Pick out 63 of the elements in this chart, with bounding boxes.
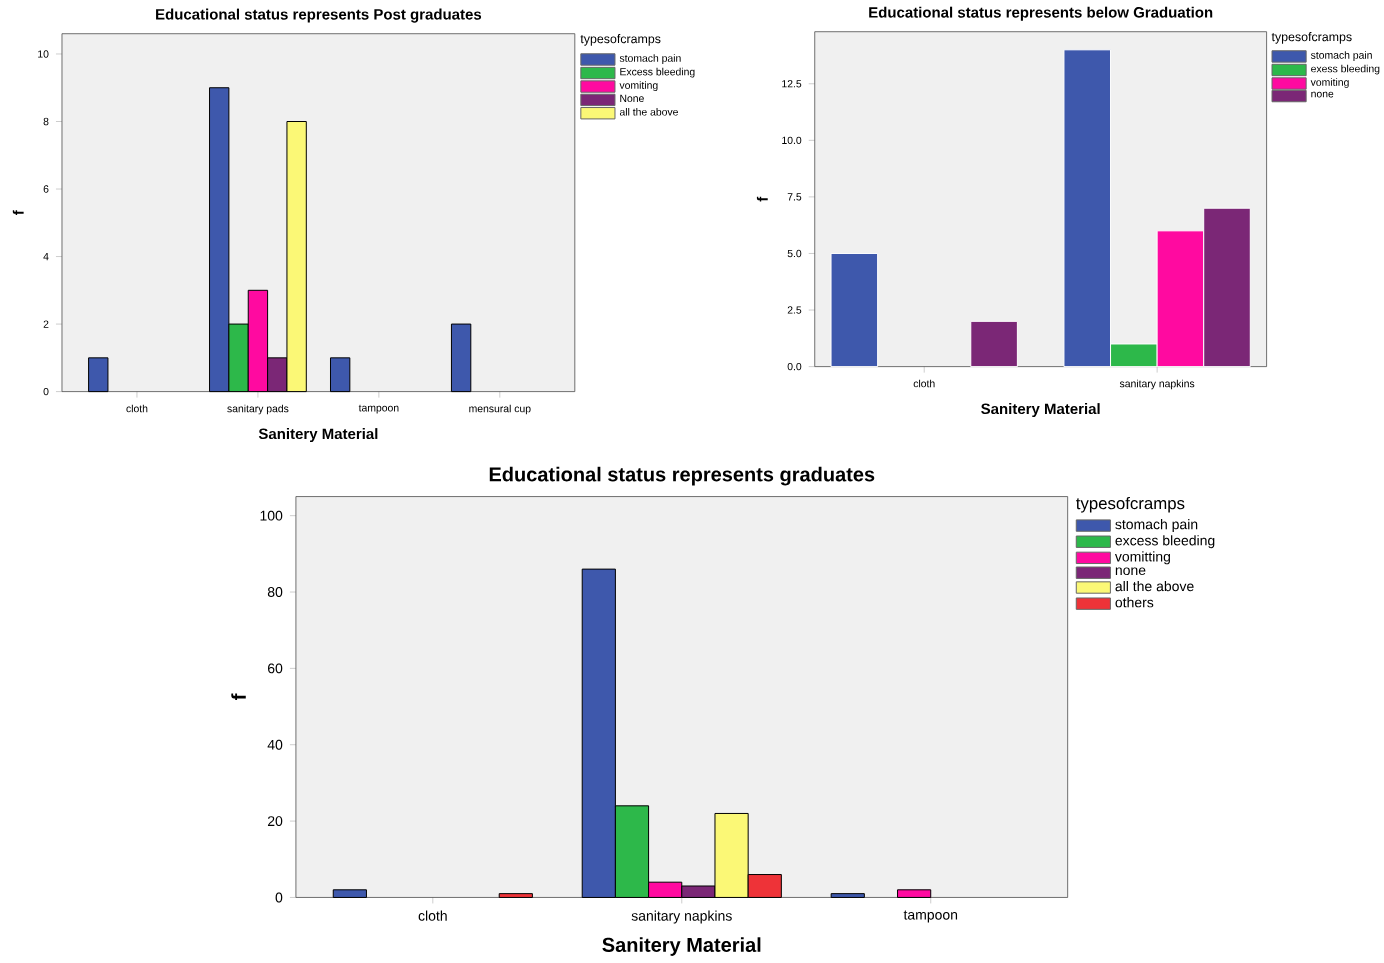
y-tick-label: 0 [43, 388, 49, 396]
y-tick-label: 10 [38, 50, 49, 58]
chart-title: Educational status represents below Graduation [869, 6, 1213, 21]
bar [897, 889, 932, 899]
y-tick-label: 0.0 [787, 363, 802, 371]
legend-title: typesofcramps [1271, 32, 1352, 44]
y-tick-label: 40 [267, 740, 283, 750]
legend-label: stomach pain [1115, 519, 1198, 533]
bar [332, 889, 367, 899]
x-tick-label: tampoon [358, 404, 399, 414]
legend-label: vomiting [619, 81, 658, 92]
y-axis-title: f [756, 196, 768, 202]
legend-label: none [1311, 91, 1334, 98]
x-tick-label: sanitary pads [227, 404, 289, 415]
chart-title: Educational status represents Post graduates [156, 8, 482, 23]
bar [329, 357, 351, 393]
y-tick-label: 2.5 [787, 306, 802, 314]
y-tick-label: 20 [267, 816, 283, 827]
legend-label: None [620, 95, 644, 103]
y-tick-label: 0 [275, 892, 283, 903]
bar [970, 321, 1018, 368]
x-tick-label: cloth [126, 404, 148, 413]
x-tick-label: tampoon [903, 910, 958, 923]
y-tick-label: 6 [43, 185, 49, 193]
legend-label: vomiting [1310, 78, 1349, 89]
y-tick-label: 60 [268, 663, 283, 674]
y-tick-label: 2 [43, 320, 49, 328]
x-tick-label: sanitary napkins [631, 910, 732, 924]
legend-label: Excess bleeding [620, 67, 695, 78]
y-tick-label: 10.0 [782, 136, 802, 145]
bar [498, 893, 533, 899]
legend-label: excess bleeding [1115, 535, 1215, 549]
chart-title: Educational status represents graduates [489, 467, 875, 486]
x-tick-label: mensural cup [469, 404, 531, 415]
legend-label: exess bleeding [1311, 64, 1380, 75]
legend-label: stomach pain [1310, 51, 1372, 62]
legend-label: stomach pain [619, 54, 681, 65]
bar [830, 893, 865, 899]
legend-label: none [1115, 567, 1146, 576]
y-tick-label: 7.5 [787, 193, 802, 201]
x-tick-label: cloth [913, 379, 935, 388]
y-tick-label: 100 [260, 510, 283, 521]
legend-label: all the above [1115, 581, 1194, 592]
legend-label: vomitting [1114, 551, 1170, 565]
y-tick-label: 4 [43, 253, 49, 261]
y-tick-label: 80 [267, 587, 283, 598]
legend-label: all the above [619, 108, 678, 116]
y-tick-label: 8 [43, 118, 49, 126]
x-axis-title: Sanitery Material [258, 428, 378, 443]
bar [88, 357, 109, 393]
x-axis-title: Sanitery Material [602, 937, 761, 957]
y-axis-title: f [12, 210, 24, 216]
bar [450, 323, 472, 393]
y-axis-title: f [231, 693, 246, 701]
legend-title: typesofcramps [580, 34, 661, 46]
y-tick-label: 12.5 [782, 80, 802, 88]
y-tick-label: 5.0 [787, 249, 802, 258]
bar [830, 253, 879, 368]
x-tick-label: cloth [418, 910, 447, 921]
legend-title: typesofcramps [1076, 497, 1185, 513]
x-axis-title: Sanitery Material [981, 403, 1100, 418]
x-tick-label: sanitary napkins [1119, 379, 1195, 390]
legend-label: others [1115, 597, 1154, 608]
